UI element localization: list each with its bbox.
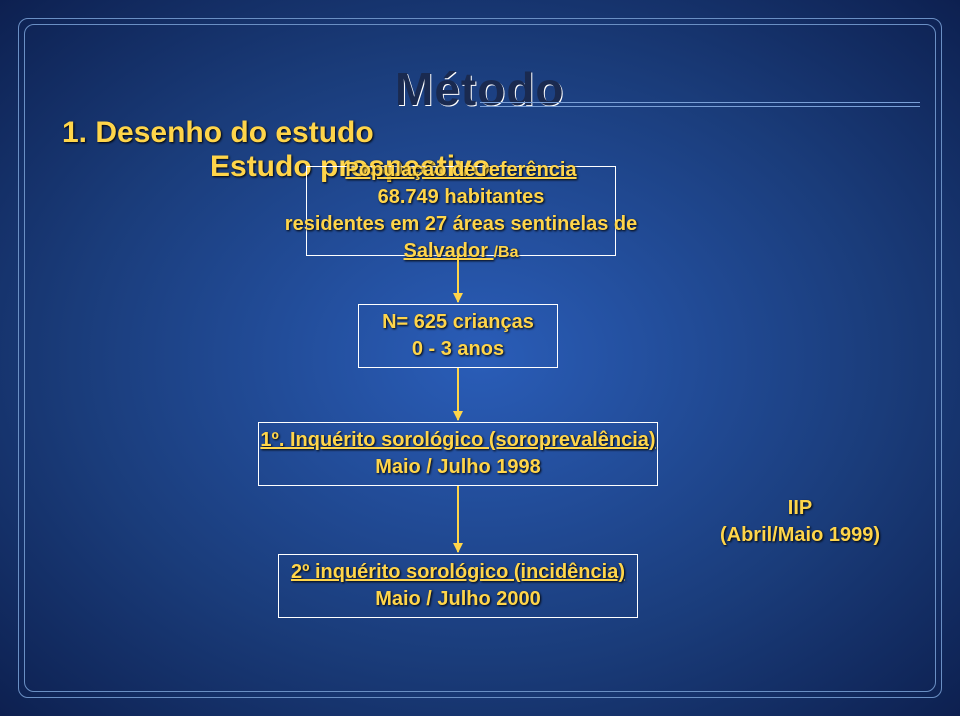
- box1-line4a: Salvador: [404, 240, 494, 262]
- side-label-iip: IIP (Abril/Maio 1999): [700, 495, 900, 549]
- box3-line1: 1º. Inquérito sorológico (soroprevalênci…: [260, 427, 655, 454]
- side-line1: IIP: [700, 495, 900, 522]
- arrow-3: [457, 486, 459, 552]
- section-heading: 1. Desenho do estudo: [62, 116, 374, 150]
- box-survey1: 1º. Inquérito sorológico (soroprevalênci…: [258, 422, 658, 486]
- arrow-2: [457, 368, 459, 420]
- box-sample: N= 625 crianças 0 - 3 anos: [358, 304, 558, 368]
- arrow-1: [457, 256, 459, 302]
- title-underline: [480, 102, 920, 108]
- box4-line2: Maio / Julho 2000: [375, 586, 541, 613]
- box-population: População de referência 68.749 habitante…: [306, 166, 616, 256]
- side-line2: (Abril/Maio 1999): [700, 522, 900, 549]
- box2-line1: N= 625 crianças: [382, 309, 534, 336]
- box2-line2: 0 - 3 anos: [412, 336, 504, 363]
- box1-line2: 68.749 habitantes: [378, 184, 545, 211]
- box4-line1: 2º inquérito sorológico (incidência): [291, 559, 625, 586]
- box1-line1: População de referência: [345, 157, 576, 184]
- box1-line4b: /Ba: [494, 244, 519, 261]
- box-survey2: 2º inquérito sorológico (incidência) Mai…: [278, 554, 638, 618]
- box1-line3: residentes em 27 áreas sentinelas de: [285, 211, 637, 238]
- box1-line4: Salvador /Ba: [404, 238, 519, 265]
- box3-line2: Maio / Julho 1998: [375, 454, 541, 481]
